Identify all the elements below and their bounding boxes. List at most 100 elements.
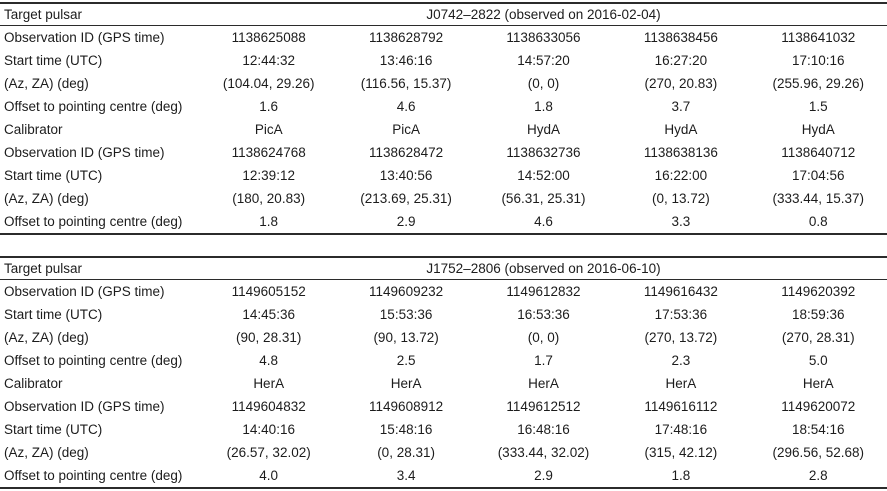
cell-value: 1.6: [259, 99, 279, 114]
cell-value: 17:04:56: [792, 168, 845, 183]
cell-value: (0, 28.31): [377, 445, 435, 460]
cell-value: 3.3: [671, 214, 691, 229]
cell-value: 1149616432: [643, 284, 718, 299]
cell-value: (0, 0): [527, 76, 560, 91]
cell-value: 1149612832: [506, 284, 581, 299]
target-pulsar-label: Target pulsar: [0, 257, 200, 280]
cell-value: 4.6: [534, 214, 553, 229]
row-label: Start time (UTC): [4, 53, 103, 68]
cell-value: HydA: [526, 122, 560, 137]
target-pulsar-value: J0742–2822 (observed on 2016-02-04): [200, 3, 887, 26]
cell-value: 16:53:36: [517, 307, 570, 322]
table-row: (Az, ZA) (deg) (26.57, 32.02) (0, 28.31) (3…: [0, 441, 887, 464]
cell-value: 1.5: [808, 99, 828, 114]
cell-value: 17:53:36: [654, 307, 708, 322]
cell-value: 15:48:16: [379, 422, 433, 437]
row-label: Start time (UTC): [4, 307, 103, 322]
target-pulsar-value: J1752–2806 (observed on 2016-06-10): [200, 257, 887, 280]
cell-value: HerA: [528, 376, 559, 391]
cell-value: 1138624768: [231, 145, 306, 160]
cell-value: 4.0: [259, 468, 279, 483]
table-row: Start time (UTC) 14:45:36 15:53:36 16:53:36…: [0, 303, 887, 326]
cell-value: 4.6: [396, 99, 416, 114]
table-row: Calibrator HerA HerA HerA HerA HerA: [0, 372, 887, 395]
table-row: Offset to pointing centre (deg) 4.8 2.5 1.7…: [0, 349, 887, 372]
cell-value: 1138638456: [643, 30, 718, 45]
table-row: (Az, ZA) (deg) (90, 28.31) (90, 13.72) (0, …: [0, 326, 887, 349]
cell-value: 1138640712: [781, 145, 856, 160]
cell-value: 14:57:20: [517, 53, 570, 68]
cell-value: 14:40:16: [242, 422, 295, 437]
cell-value: 16:27:20: [654, 53, 708, 68]
cell-value: 1138632736: [506, 145, 581, 160]
cell-value: 2.9: [534, 468, 553, 483]
row-label: Offset to pointing centre (deg): [4, 99, 183, 114]
cell-value: 1138625088: [231, 30, 306, 45]
observation-table-j0742: Target pulsar J0742–2822 (observed on 20…: [0, 2, 887, 235]
table-row: (Az, ZA) (deg) (180, 20.83) (213.69, 25.31…: [0, 187, 887, 210]
cell-value: HydA: [664, 122, 698, 137]
cell-value: 1.8: [534, 99, 553, 114]
cell-value: 13:40:56: [379, 168, 433, 183]
cell-value: 1149612512: [506, 399, 581, 414]
table-row: Offset to pointing centre (deg) 1.8 2.9 4.6…: [0, 210, 887, 234]
cell-value: (333.44, 32.02): [497, 445, 590, 460]
cell-value: 14:45:36: [242, 307, 295, 322]
cell-value: 4.8: [259, 353, 279, 368]
row-label: Start time (UTC): [4, 422, 103, 437]
cell-value: 1149620072: [781, 399, 856, 414]
row-label: (Az, ZA) (deg): [4, 330, 89, 345]
cell-value: (90, 28.31): [236, 330, 302, 345]
row-label: Calibrator: [4, 122, 63, 137]
cell-value: 13:46:16: [379, 53, 433, 68]
cell-value: 1149608912: [369, 399, 444, 414]
cell-value: (270, 20.83): [644, 76, 718, 91]
cell-value: HerA: [665, 376, 697, 391]
cell-value: (90, 13.72): [373, 330, 439, 345]
cell-value: (270, 28.31): [781, 330, 855, 345]
row-label: Offset to pointing centre (deg): [4, 468, 183, 483]
table-row: Start time (UTC) 12:44:32 13:46:16 14:57:20…: [0, 49, 887, 72]
cell-value: (255.96, 29.26): [772, 76, 865, 91]
observation-table-j1752: Target pulsar J1752–2806 (observed on 20…: [0, 256, 887, 489]
cell-value: HydA: [801, 122, 835, 137]
cell-value: 16:48:16: [517, 422, 570, 437]
cell-value: 1.7: [534, 353, 553, 368]
table-header-row: Target pulsar J0742–2822 (observed on 20…: [0, 3, 887, 26]
cell-value: 18:59:36: [792, 307, 845, 322]
table-header-row: Target pulsar J1752–2806 (observed on 20…: [0, 257, 887, 280]
cell-value: 1138638136: [643, 145, 718, 160]
cell-value: (116.56, 15.37): [360, 76, 452, 91]
cell-value: 1.8: [259, 214, 279, 229]
cell-value: 2.8: [808, 468, 828, 483]
cell-value: 17:48:16: [654, 422, 708, 437]
cell-value: (296.56, 52.68): [772, 445, 865, 460]
cell-value: (270, 13.72): [644, 330, 718, 345]
cell-value: (333.44, 15.37): [772, 191, 865, 206]
cell-value: HerA: [253, 376, 285, 391]
cell-value: HerA: [390, 376, 422, 391]
table-row: Observation ID (GPS time) 1138625088 11386…: [0, 26, 887, 50]
table-row: Start time (UTC) 14:40:16 15:48:16 16:48:16…: [0, 418, 887, 441]
cell-value: (315, 42.12): [644, 445, 718, 460]
cell-value: 1138628472: [369, 145, 444, 160]
table-row: Observation ID (GPS time) 1138624768 11386…: [0, 141, 887, 164]
cell-value: HerA: [802, 376, 834, 391]
table-row: (Az, ZA) (deg) (104.04, 29.26) (116.56, 15…: [0, 72, 887, 95]
table-row: Start time (UTC) 12:39:12 13:40:56 14:52:00…: [0, 164, 887, 187]
target-pulsar-label: Target pulsar: [0, 3, 200, 26]
cell-value: 2.5: [396, 353, 416, 368]
cell-value: (26.57, 32.02): [226, 445, 311, 460]
cell-value: (180, 20.83): [232, 191, 306, 206]
cell-value: 14:52:00: [517, 168, 570, 183]
cell-value: PicA: [254, 122, 283, 137]
row-label: Observation ID (GPS time): [4, 284, 165, 299]
cell-value: 2.9: [396, 214, 416, 229]
row-label: (Az, ZA) (deg): [4, 76, 89, 91]
table-row: Observation ID (GPS time) 1149604832 11496…: [0, 395, 887, 418]
table-row: Offset to pointing centre (deg) 4.0 3.4 2.9…: [0, 464, 887, 488]
cell-value: 3.7: [671, 99, 691, 114]
cell-value: PicA: [392, 122, 420, 137]
cell-value: 1138628792: [369, 30, 444, 45]
